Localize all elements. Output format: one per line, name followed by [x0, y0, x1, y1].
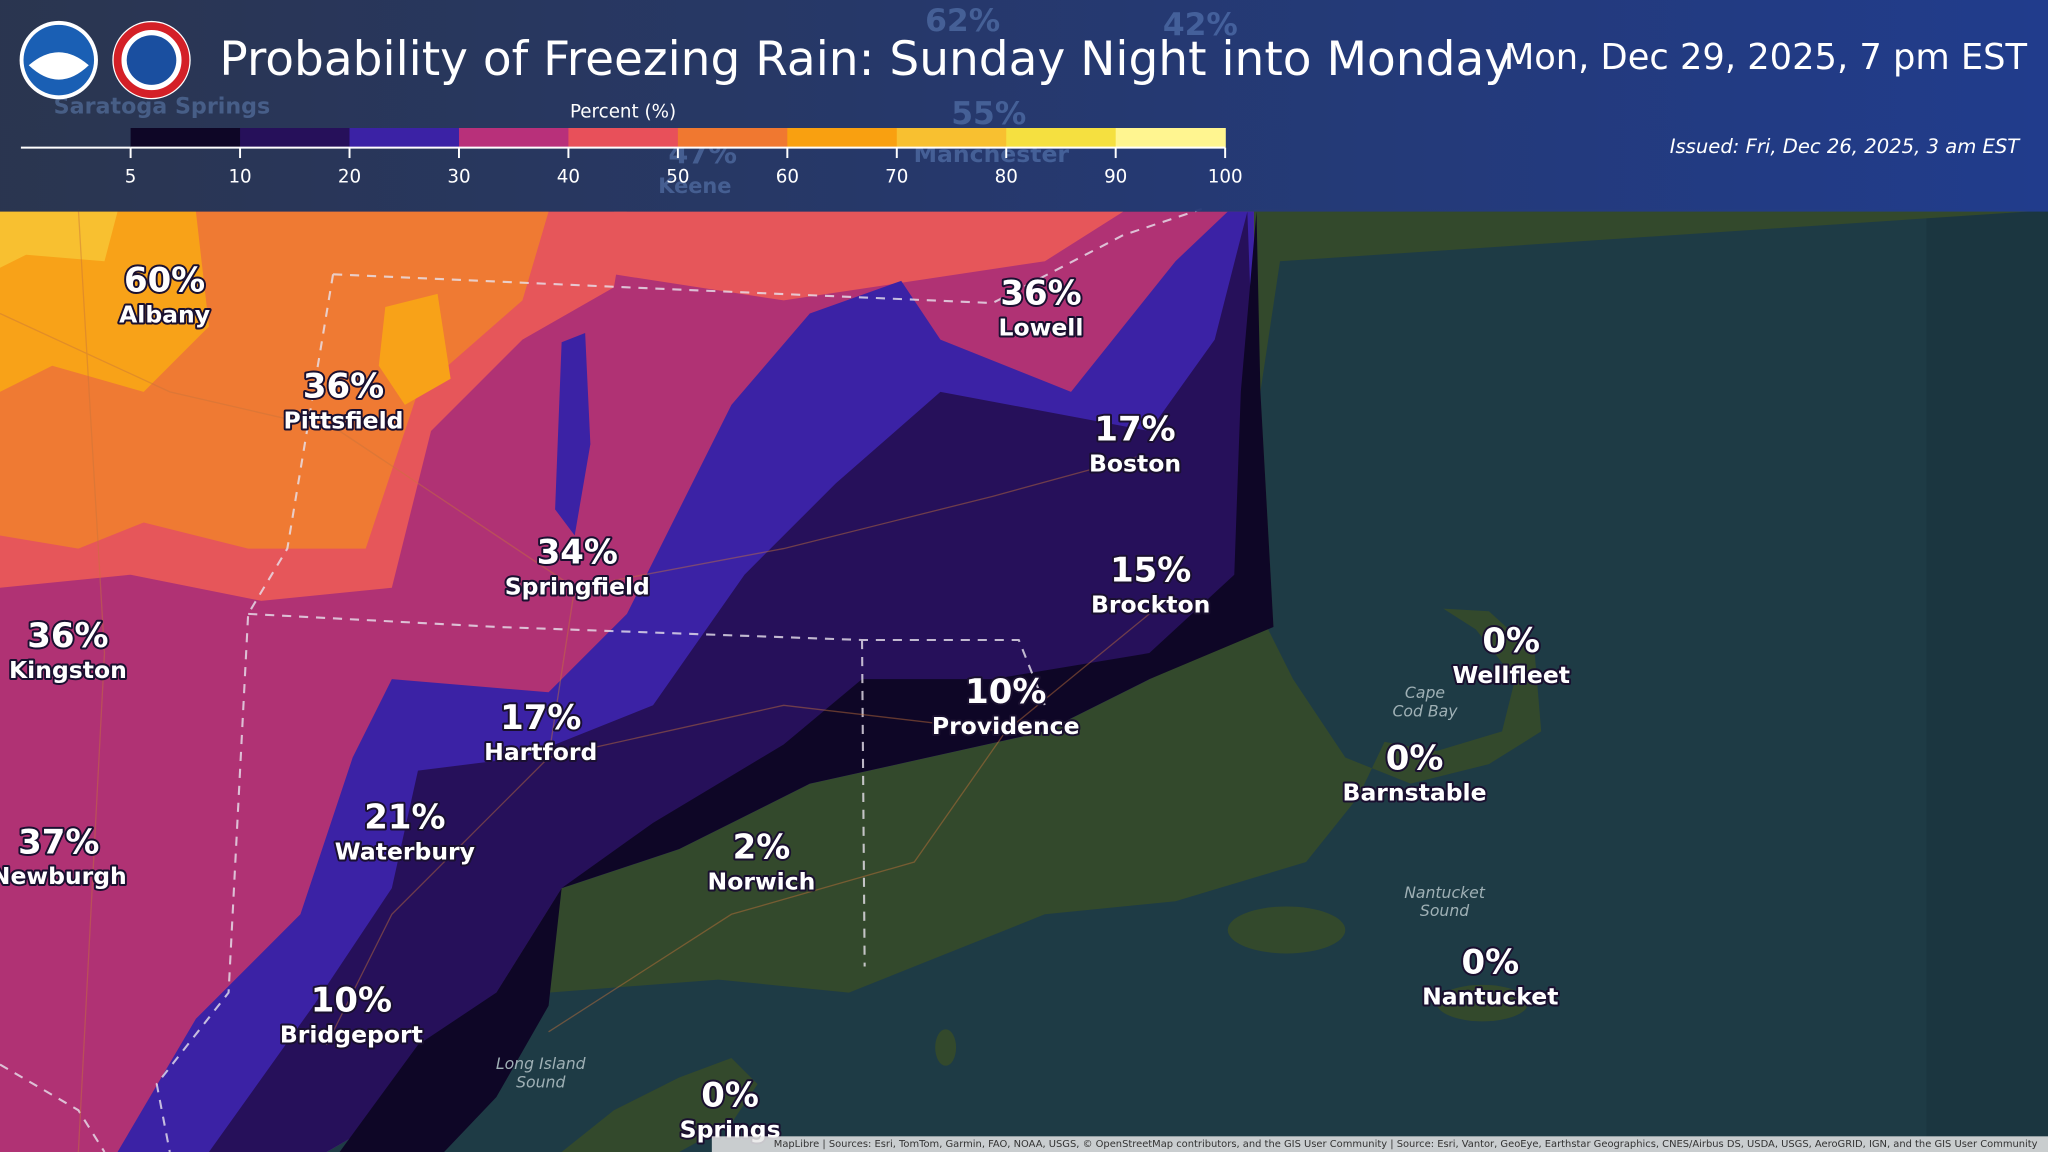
city-value: 36% — [303, 366, 384, 406]
city-value: 10% — [965, 672, 1046, 712]
background-label: 62% — [925, 3, 1000, 39]
city-name: Norwich — [708, 867, 816, 895]
legend-tick-label: 5 — [125, 167, 137, 188]
header-panel — [0, 0, 2048, 212]
noaa-gull — [28, 52, 89, 80]
legend-swatch — [896, 128, 1007, 148]
city-name: Albany — [119, 301, 210, 329]
city-name: Lowell — [999, 314, 1084, 342]
state-borders — [0, 207, 1202, 1152]
background-label: Saratoga Springs — [54, 94, 271, 120]
water-label: Nantucket — [1404, 883, 1486, 902]
issued-time: Issued: Fri, Dec 26, 2025, 3 am EST — [1670, 135, 2022, 158]
nws-core — [126, 35, 177, 85]
city-value: 0% — [701, 1076, 759, 1116]
city-value: 0% — [1461, 942, 1519, 982]
legend-tick-label: 40 — [557, 167, 580, 188]
city-labels: 60%Albany36%Pittsfield36%Lowell17%Boston… — [0, 259, 1572, 1146]
background-label: Keene — [658, 174, 731, 198]
city-name: Kingston — [9, 656, 127, 684]
city-name: Wellfleet — [1452, 661, 1570, 689]
city-name: Brockton — [1091, 591, 1210, 619]
water-label: Cod Bay — [1392, 701, 1458, 720]
legend-tick-label: 60 — [776, 167, 799, 188]
legend-swatch — [677, 128, 788, 148]
zone-20-30 — [555, 333, 591, 536]
zone-5-10 — [339, 211, 1274, 1152]
island — [1227, 906, 1346, 954]
zone-10-20 — [208, 211, 1267, 1152]
legend-swatch — [568, 128, 679, 148]
legend-tick-label: 80 — [995, 167, 1018, 188]
zone-70-80 — [0, 211, 118, 268]
legend-tick-label: 10 — [228, 167, 251, 188]
legend-swatch — [1115, 128, 1226, 148]
city-name: Springfield — [505, 572, 650, 600]
city-value: 37% — [18, 822, 99, 862]
background-label: 42% — [1163, 7, 1238, 43]
city-name: Newburgh — [0, 862, 127, 890]
zone-40-50 — [613, 211, 1124, 301]
city-name: Nantucket — [1422, 982, 1558, 1010]
water-label: Sound — [516, 1072, 565, 1091]
background-label: 55% — [951, 96, 1026, 132]
attribution: MapLibre | Sources: Esri, TomTom, Garmin… — [774, 1139, 2038, 1150]
city-name: Pittsfield — [284, 406, 404, 434]
city-name: Barnstable — [1343, 779, 1487, 807]
city-value: 0% — [1482, 621, 1540, 661]
city-value: 17% — [1094, 410, 1175, 450]
city-value: 36% — [27, 616, 108, 656]
legend-tick-label: 70 — [885, 167, 908, 188]
legend-title: Percent (%) — [570, 101, 676, 122]
city-value: 60% — [124, 261, 205, 301]
legend-tick-label: 50 — [666, 167, 689, 188]
city-name: Boston — [1089, 449, 1181, 477]
legend: 5 10 20 30 40 50 60 70 80 90 100 — [125, 128, 1243, 188]
island — [1436, 984, 1529, 1022]
legend-tick-label: 100 — [1208, 167, 1243, 188]
city-value: 0% — [1386, 739, 1444, 779]
legend-swatch — [787, 128, 898, 148]
city-value: 15% — [1110, 551, 1191, 591]
zone-60-70 — [378, 293, 451, 405]
city-name: Providence — [932, 712, 1080, 740]
legend-tick-label: 90 — [1104, 167, 1127, 188]
ocean-tile — [1926, 208, 2048, 1152]
city-value: 17% — [500, 698, 581, 738]
water-label: Sound — [1420, 901, 1469, 920]
roads — [0, 208, 1150, 1152]
island — [935, 1029, 957, 1066]
water-label: Long Island — [496, 1054, 586, 1073]
valid-time: Mon, Dec 29, 2025, 7 pm EST — [1504, 37, 2028, 78]
legend-swatch — [130, 128, 241, 148]
city-name: Hartford — [484, 738, 597, 766]
legend-tick-label: 20 — [338, 167, 361, 188]
legend-swatch — [1006, 128, 1117, 148]
city-name: Bridgeport — [280, 1020, 423, 1048]
legend-swatch — [349, 128, 460, 148]
land — [496, 608, 1542, 993]
legend-swatch — [458, 128, 570, 148]
land — [1253, 208, 2048, 627]
city-value: 21% — [364, 797, 445, 837]
city-value: 36% — [1000, 274, 1081, 314]
city-name: Waterbury — [335, 837, 475, 865]
nws-ring — [113, 22, 190, 98]
water-label: Cape — [1405, 683, 1445, 702]
land — [561, 1057, 758, 1152]
title: Probability of Freezing Rain: Sunday Nig… — [219, 32, 1512, 87]
attribution-bar — [711, 1136, 2048, 1152]
city-value: 2% — [733, 827, 791, 867]
legend-swatch — [240, 128, 351, 148]
city-value: 34% — [537, 532, 618, 572]
legend-tick-label: 30 — [447, 167, 470, 188]
city-value: 10% — [311, 980, 392, 1020]
